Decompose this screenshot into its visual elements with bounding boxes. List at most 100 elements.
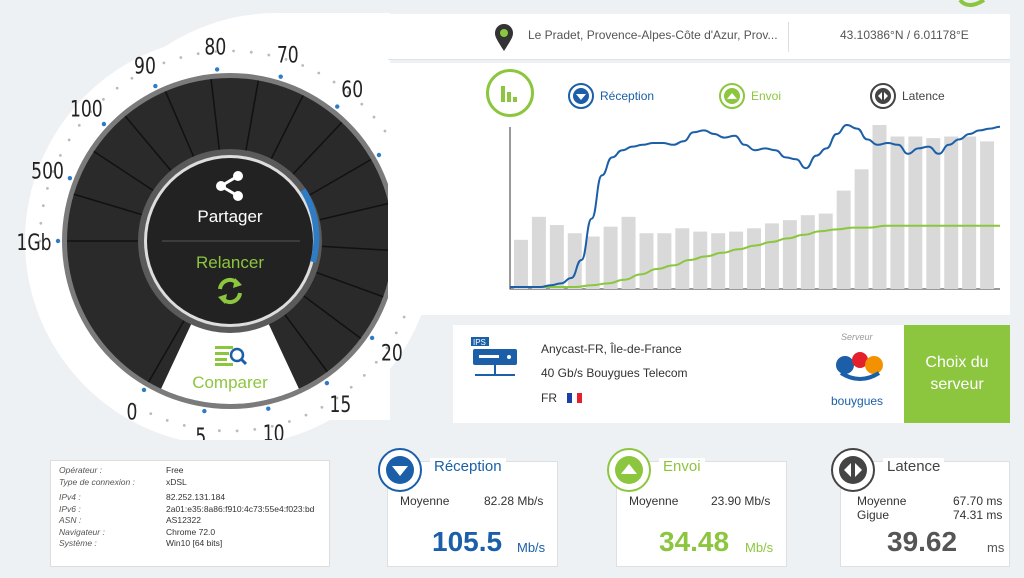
gauge-dot — [179, 56, 183, 59]
legend-upload-label: Envoi — [751, 89, 782, 103]
latency-bar — [693, 231, 708, 289]
info-value: 2a01:e35:8a86:f910:4c73:55e4:f023:bd — [166, 503, 315, 514]
gauge-label: 100 — [70, 97, 103, 123]
gauge-dot — [301, 64, 305, 67]
gauge-segment-line — [315, 245, 393, 252]
latency-bar — [800, 215, 815, 289]
gauge-tick — [376, 152, 382, 158]
latency-title: Latence — [883, 458, 945, 475]
compare-icon — [215, 346, 248, 366]
info-row: Type de connexion : xDSL — [59, 477, 321, 489]
latency-icon — [870, 83, 896, 109]
gauge-dot — [89, 110, 93, 114]
latency-bar — [585, 236, 600, 289]
gauge-dot — [58, 153, 62, 157]
gauge-dot — [115, 86, 119, 90]
gauge-dot — [165, 418, 169, 422]
latency-bar — [729, 231, 744, 289]
latency-bar — [836, 190, 851, 289]
gauge-dot — [394, 331, 398, 335]
gauge-label: 60 — [341, 77, 363, 103]
latency-bar — [818, 213, 833, 289]
upload-avg-label: Moyenne — [629, 494, 679, 508]
retry-button[interactable]: Relancer — [180, 253, 280, 315]
retry-label: Relancer — [195, 253, 265, 272]
download-icon — [568, 83, 594, 109]
download-series-line — [510, 123, 1001, 288]
speed-chart — [509, 123, 1001, 290]
gauge-label: 20 — [381, 340, 403, 366]
legend-download-label: Réception — [600, 89, 655, 103]
info-value: AS12322 — [166, 515, 201, 525]
gauge-dot — [349, 385, 353, 389]
legend-download[interactable]: Réception — [568, 83, 654, 109]
latency-bar — [603, 226, 618, 289]
gauge-label: 15 — [329, 392, 351, 418]
gauge-dot — [372, 115, 376, 119]
gauge-tick — [67, 175, 73, 181]
info-key: IPv4 : — [59, 492, 81, 502]
gauge-label: 1Gb — [16, 230, 51, 256]
latency-bar — [514, 239, 528, 289]
download-title: Réception — [430, 458, 506, 475]
info-value: Free — [166, 465, 184, 475]
gauge-dot — [374, 360, 378, 364]
server-icon: IPS — [471, 337, 517, 376]
compare-label: Comparer — [192, 373, 268, 392]
gauge-tick — [324, 380, 330, 386]
gauge-label: 5 — [195, 424, 206, 440]
gauge-segment-line — [210, 79, 221, 156]
choose-server-button[interactable]: Choix du serveur — [904, 325, 1010, 423]
upload-title: Envoi — [659, 458, 705, 475]
gauge-label: 70 — [277, 43, 299, 69]
share-icon — [216, 171, 243, 201]
info-value: 82.252.131.184 — [166, 492, 226, 502]
gauge-dot — [146, 68, 149, 72]
gauge-dot — [196, 52, 200, 56]
gauge-segment-line — [124, 115, 176, 176]
compare-button[interactable]: Comparer — [180, 344, 280, 394]
jitter-value: 74.31 ms — [953, 508, 1003, 522]
gauge-dot — [332, 80, 336, 84]
divider — [788, 22, 789, 52]
speed-gauge: 05101520304050607080901005001Gb — [16, 13, 435, 440]
gauge-dot — [39, 221, 43, 225]
gauge-segment-line — [147, 315, 188, 383]
latency-bar — [890, 136, 905, 289]
download-unit: Mb/s — [517, 540, 546, 555]
compare-sector[interactable] — [161, 320, 299, 404]
gauge-dot — [235, 429, 239, 433]
latency-icon — [831, 448, 875, 492]
info-value: Chrome 72.0 — [166, 526, 216, 537]
gauge-dot — [217, 429, 221, 433]
latency-bar — [764, 223, 779, 289]
gauge-dot — [383, 129, 387, 133]
server-label: Serveur — [841, 332, 873, 342]
server-country: FR — [541, 391, 557, 405]
share-button[interactable]: Partager — [180, 170, 280, 232]
upload-avg-value: 23.90 Mb/s — [711, 494, 771, 508]
latency-bar — [854, 169, 869, 289]
info-row: Navigateur : Chrome 72.0 — [59, 527, 321, 539]
gauge-dot — [214, 50, 218, 53]
legend-upload[interactable]: Envoi — [719, 83, 781, 109]
gauge-segment-line — [288, 121, 343, 179]
latency-bar — [675, 228, 690, 289]
legend-latency-label: Latence — [902, 89, 945, 103]
gauge-dot — [130, 76, 134, 80]
legend-latency[interactable]: Latence — [870, 83, 945, 109]
gauge-segment-line — [267, 95, 304, 165]
info-row: Opérateur : Free — [59, 465, 321, 477]
gauge-dot — [51, 170, 55, 173]
gauge-dot — [317, 71, 321, 75]
upload-card: Envoi Moyenne 23.90 Mb/s 34.48 Mb/s — [607, 448, 787, 567]
gauge-segment-line — [73, 193, 148, 218]
info-key: Navigateur : — [59, 526, 105, 537]
brand-fragment-icon — [958, 0, 986, 7]
upload-icon — [607, 448, 651, 492]
gauge-dot — [249, 50, 253, 54]
gauge-dot — [101, 97, 105, 101]
gauge-tick — [335, 104, 340, 109]
info-value: Win10 [64 bits] — [166, 538, 223, 548]
latency-unit: ms — [987, 540, 1005, 555]
